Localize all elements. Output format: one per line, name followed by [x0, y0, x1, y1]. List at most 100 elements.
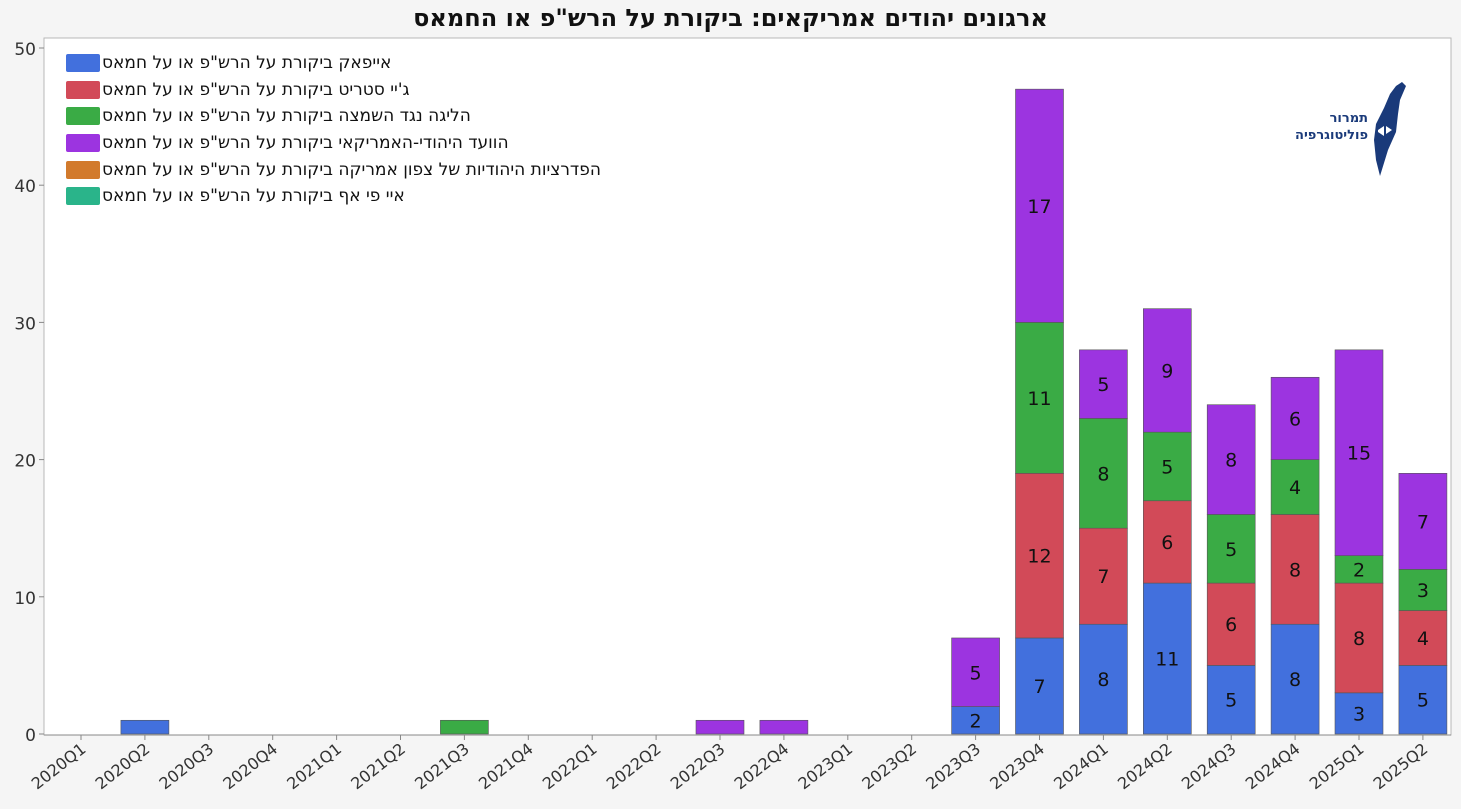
data-label: 8 [1097, 669, 1109, 691]
data-label: 2 [970, 710, 982, 732]
data-label: 7 [1033, 676, 1045, 698]
y-tick-label: 40 [14, 177, 36, 197]
bar-segment [1334, 692, 1384, 735]
legend-label: ג'יי סטריט ביקורת על הרש"פ או על חמאס [102, 79, 410, 100]
logo: תמרור פוליטוגרפיה [1278, 80, 1412, 180]
bar-segment [1270, 623, 1320, 735]
x-tick-label: 2022Q2 [603, 739, 665, 793]
data-label: 8 [1225, 450, 1237, 472]
data-label: 5 [1161, 456, 1173, 478]
bar-segment [1334, 582, 1384, 694]
legend-label: איי פי אף ביקורת על הרש"פ או על חמאס [102, 186, 405, 207]
x-tick-label: 2023Q2 [858, 739, 920, 793]
data-label: 7 [1097, 566, 1109, 588]
data-label: 5 [1225, 690, 1237, 712]
legend-swatch [66, 187, 100, 206]
data-label: 6 [1289, 408, 1301, 430]
bar-segment [1398, 473, 1448, 570]
bar-segment [1015, 88, 1064, 323]
y-tick-label: 30 [14, 314, 36, 334]
x-tick-label: 2021Q4 [475, 739, 537, 793]
y-axis: 0 10 20 30 40 50 [14, 40, 44, 746]
y-tick-label: 10 [14, 589, 36, 609]
x-tick-label: 2022Q3 [667, 739, 729, 793]
x-tick-label: 2020Q2 [92, 739, 154, 793]
bar-segment [120, 719, 170, 735]
y-tick-label: 20 [14, 452, 36, 472]
data-label: 11 [1155, 649, 1179, 671]
israel-map-icon [1374, 82, 1406, 176]
x-tick-label: 2023Q4 [986, 739, 1048, 793]
bar-segment [1015, 473, 1064, 639]
y-tick-label: 50 [14, 40, 36, 60]
legend-swatch [66, 80, 100, 99]
legend-item: הוועד היהודי-האמריקאי ביקורת על הרש"פ או… [66, 130, 601, 157]
data-label: 6 [1225, 614, 1237, 636]
legend-swatch [66, 160, 100, 179]
x-tick-label: 2024Q1 [1050, 739, 1112, 793]
data-label: 5 [1097, 374, 1109, 396]
data-label: 5 [1417, 690, 1429, 712]
bar-segment [1398, 665, 1448, 735]
data-label: 5 [970, 662, 982, 684]
data-label: 3 [1353, 703, 1365, 725]
legend-item: הליגה נגד השמצה ביקורת על הרש"פ או על חמ… [66, 103, 601, 130]
data-label: 15 [1347, 443, 1371, 465]
x-tick-label: 2020Q3 [156, 739, 218, 793]
bar-segment [1270, 459, 1320, 515]
data-label: 4 [1289, 477, 1301, 499]
data-label: 4 [1417, 628, 1429, 650]
bar-segment [1143, 431, 1192, 502]
x-tick-label: 2024Q4 [1242, 739, 1304, 793]
chart-title: ארגונים יהודים אמריקאים: ביקורת על הרש"פ… [413, 4, 1048, 32]
legend-swatch [66, 134, 100, 153]
bar-segment [1398, 569, 1448, 611]
x-tick-label: 2022Q4 [731, 739, 793, 793]
data-label: 12 [1027, 546, 1051, 568]
data-label: 17 [1027, 196, 1051, 218]
bar-labels: 2 5 7 12 11 17 8 7 8 5 11 6 5 9 5 6 5 8 8 8 4 6 3 8 2 15 5 4 3 7 [970, 196, 1429, 733]
bar-segment [1206, 665, 1256, 735]
logo-line2: פוליטוגרפיה [1295, 128, 1368, 143]
bar-segment [1398, 610, 1448, 666]
data-label: 8 [1289, 559, 1301, 581]
bar-segment [1015, 322, 1064, 474]
x-tick-label: 2025Q2 [1370, 739, 1432, 793]
bar-segment [951, 637, 1000, 707]
bar-segment [1079, 349, 1128, 419]
bar-segment [1143, 582, 1192, 735]
data-label: 3 [1417, 580, 1429, 602]
x-axis: 2020Q1 2020Q2 2020Q3 2020Q4 2021Q1 2021Q2 2021… [28, 734, 1451, 793]
x-tick-label: 2022Q1 [539, 739, 601, 793]
data-label: 8 [1097, 463, 1109, 485]
bar-segment [1143, 308, 1192, 433]
bar-segment [440, 719, 489, 735]
bar-segment [695, 719, 745, 735]
x-tick-label: 2025Q1 [1306, 739, 1368, 793]
bar-segment [1015, 637, 1064, 735]
legend-item: הפדרציות היהודיות של צפון אמריקה ביקורת … [66, 156, 601, 183]
bars [120, 88, 1448, 735]
x-tick-label: 2020Q4 [219, 739, 281, 793]
legend-label: הפדרציות היהודיות של צפון אמריקה ביקורת … [102, 159, 601, 180]
legend-item: אייפאק ביקורת על הרש"פ או על חמאס [66, 50, 601, 77]
bar-segment [1270, 376, 1320, 460]
legend-label: אייפאק ביקורת על הרש"פ או על חמאס [102, 53, 392, 74]
legend: אייפאק ביקורת על הרש"פ או על חמאס ג'יי סט… [66, 50, 601, 210]
bar-segment [1334, 349, 1384, 556]
x-tick-label: 2020Q1 [28, 739, 90, 793]
data-label: 7 [1417, 511, 1429, 533]
data-label: 2 [1353, 559, 1365, 581]
legend-swatch [66, 54, 100, 73]
legend-item: איי פי אף ביקורת על הרש"פ או על חמאס [66, 183, 601, 210]
legend-item: ג'יי סטריט ביקורת על הרש"פ או על חמאס [66, 77, 601, 104]
x-tick-label: 2023Q3 [922, 739, 984, 793]
x-tick-label: 2024Q2 [1114, 739, 1176, 793]
legend-label: הוועד היהודי-האמריקאי ביקורת על הרש"פ או… [102, 133, 509, 154]
data-label: 9 [1161, 360, 1173, 382]
bar-segment [1206, 582, 1256, 666]
legend-swatch [66, 107, 100, 126]
logo-line1: תמרור [1329, 111, 1368, 126]
bar-segment [1079, 418, 1128, 529]
